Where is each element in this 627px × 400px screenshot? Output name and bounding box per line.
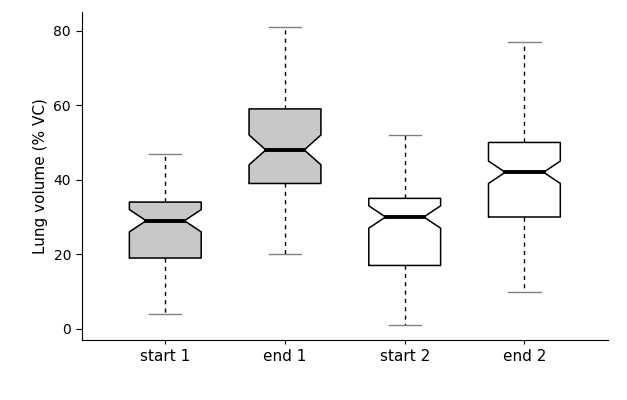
Polygon shape xyxy=(129,202,201,258)
Polygon shape xyxy=(369,198,441,266)
Polygon shape xyxy=(249,109,321,184)
Polygon shape xyxy=(488,142,561,217)
Y-axis label: Lung volume (% VC): Lung volume (% VC) xyxy=(33,98,48,254)
